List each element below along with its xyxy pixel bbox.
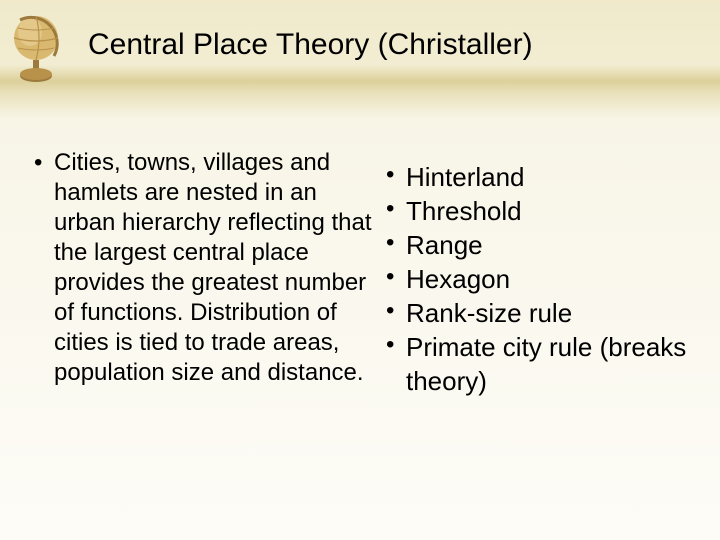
bullet-icon: •	[386, 160, 406, 190]
list-item: • Cities, towns, villages and hamlets ar…	[34, 148, 376, 388]
list-item: • Rank-size rule	[386, 296, 698, 330]
bullet-text: Primate city rule (breaks theory)	[406, 330, 698, 398]
list-item: • Primate city rule (breaks theory)	[386, 330, 698, 398]
bullet-icon: •	[386, 262, 406, 292]
bullet-text: Cities, towns, villages and hamlets are …	[54, 148, 376, 388]
bullet-icon: •	[34, 148, 54, 178]
bullet-text: Hinterland	[406, 160, 525, 194]
bullet-icon: •	[386, 296, 406, 326]
list-item: • Hexagon	[386, 262, 698, 296]
slide-title: Central Place Theory (Christaller)	[88, 28, 700, 62]
slide-body: • Cities, towns, villages and hamlets ar…	[34, 148, 698, 398]
right-column: • Hinterland • Threshold • Range • Hexag…	[386, 148, 698, 398]
list-item: • Threshold	[386, 194, 698, 228]
bullet-icon: •	[386, 228, 406, 258]
bullet-text: Threshold	[406, 194, 522, 228]
bullet-icon: •	[386, 330, 406, 360]
globe-icon	[8, 10, 72, 90]
bullet-icon: •	[386, 194, 406, 224]
list-item: • Range	[386, 228, 698, 262]
left-column: • Cities, towns, villages and hamlets ar…	[34, 148, 376, 398]
list-item: • Hinterland	[386, 160, 698, 194]
bullet-text: Hexagon	[406, 262, 510, 296]
bullet-text: Rank-size rule	[406, 296, 572, 330]
bullet-text: Range	[406, 228, 483, 262]
